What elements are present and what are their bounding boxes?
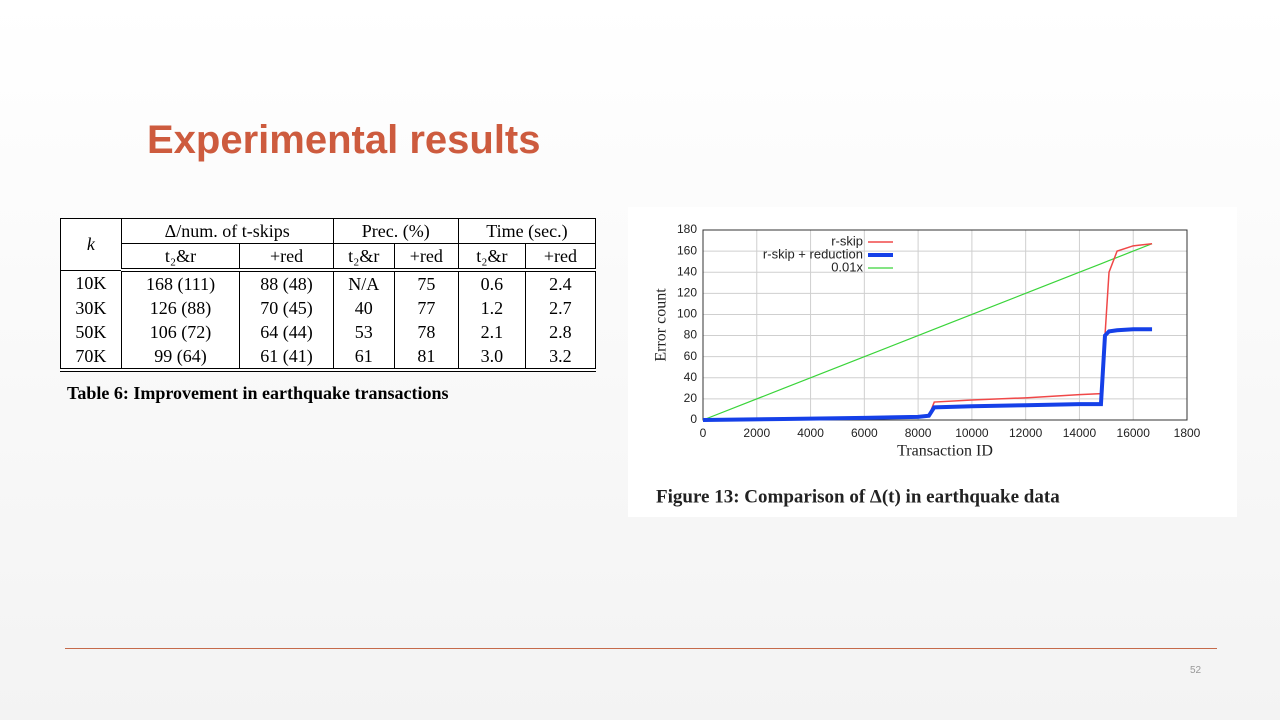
table-row: 50K 106 (72) 64 (44) 53 78 2.1 2.8 (60, 320, 597, 344)
x-tick-label: 14000 (1063, 426, 1097, 440)
header-cell: Prec. (%) (332, 218, 459, 244)
table-cell: 53 (332, 320, 395, 344)
table-cell: 81 (393, 344, 459, 372)
x-tick-label: 4000 (797, 426, 824, 440)
y-tick-label: 20 (684, 391, 698, 405)
slide-title: Experimental results (147, 118, 541, 162)
table-cell: 0.6 (457, 270, 526, 296)
header-cell: Δ/num. of t-skips (120, 218, 334, 244)
x-tick-label: 2000 (743, 426, 770, 440)
data-line (702, 243, 1153, 421)
subheader-cell: t₂&r (332, 243, 395, 272)
table-cell: 2.4 (524, 270, 597, 296)
legend-label: 0.01x (831, 259, 863, 274)
subheader-cell: t₂&r (120, 243, 241, 272)
legend-label: r-skip + reduction (763, 246, 863, 261)
header-cell: k (60, 218, 122, 271)
subheader-cell: t₂&r (457, 243, 526, 272)
table-cell: 50K (60, 320, 122, 344)
table-cell: 40 (332, 296, 395, 320)
y-tick-label: 0 (690, 412, 697, 426)
table-cell: 10K (60, 270, 122, 296)
table-cell: 2.8 (524, 320, 597, 344)
subheader-cell: +red (239, 243, 334, 272)
x-tick-label: 16000 (1117, 426, 1151, 440)
x-axis-label: Transaction ID (897, 443, 993, 460)
y-tick-label: 140 (677, 264, 697, 278)
table-row: 30K 126 (88) 70 (45) 40 77 1.2 2.7 (60, 296, 597, 320)
y-tick-label: 40 (684, 370, 698, 384)
subheader-cell: +red (524, 243, 597, 272)
x-tick-label: 1800 (1174, 426, 1201, 440)
table-cell: 61 (332, 344, 395, 372)
x-tick-label: 6000 (851, 426, 878, 440)
table-cell: N/A (332, 270, 395, 296)
table-row: 10K 168 (111) 88 (48) N/A 75 0.6 2.4 (60, 270, 597, 296)
table-cell: 2.7 (524, 296, 597, 320)
plot-frame (702, 229, 1188, 421)
x-tick-label: 0 (700, 426, 707, 440)
y-tick-label: 80 (684, 328, 698, 342)
table-cell: 106 (72) (120, 320, 241, 344)
table-cell: 3.0 (457, 344, 526, 372)
table-cell: 75 (393, 270, 459, 296)
results-table: k Δ/num. of t-skips Prec. (%) Time (sec.… (60, 218, 597, 372)
table-cell: 61 (41) (239, 344, 334, 372)
x-tick-label: 10000 (955, 426, 989, 440)
table-cell: 126 (88) (120, 296, 241, 320)
table-cell: 70K (60, 344, 122, 372)
table-cell: 99 (64) (120, 344, 241, 372)
table-cell: 1.2 (457, 296, 526, 320)
table-cell: 88 (48) (239, 270, 334, 296)
table-cell: 70 (45) (239, 296, 334, 320)
divider (65, 648, 1217, 649)
y-tick-label: 160 (677, 243, 697, 257)
y-tick-label: 120 (677, 286, 697, 300)
y-tick-label: 100 (677, 307, 697, 321)
x-tick-label: 8000 (905, 426, 932, 440)
header-cell: Time (sec.) (457, 218, 597, 244)
legend-label: r-skip (831, 233, 863, 248)
y-tick-label: 60 (684, 349, 698, 363)
table-cell: 3.2 (524, 344, 597, 372)
y-axis-label: Error count (653, 288, 670, 362)
table-caption: Table 6: Improvement in earthquake trans… (67, 383, 449, 403)
table-cell: 77 (393, 296, 459, 320)
table-cell: 30K (60, 296, 122, 320)
chart: Transaction ID Error count Figure 13: Co… (628, 207, 1237, 517)
subheader-cell: +red (393, 243, 459, 272)
y-tick-label: 180 (677, 222, 697, 236)
table-cell: 2.1 (457, 320, 526, 344)
table-cell: 168 (111) (120, 270, 241, 296)
page-number: 52 (1190, 665, 1202, 676)
data-line (702, 327, 1153, 422)
x-tick-label: 12000 (1009, 426, 1043, 440)
figure-caption: Figure 13: Comparison of Δ(t) in earthqu… (656, 486, 1060, 507)
table-row: 70K 99 (64) 61 (41) 61 81 3.0 3.2 (60, 344, 597, 372)
table-cell: 64 (44) (239, 320, 334, 344)
table-cell: 78 (393, 320, 459, 344)
